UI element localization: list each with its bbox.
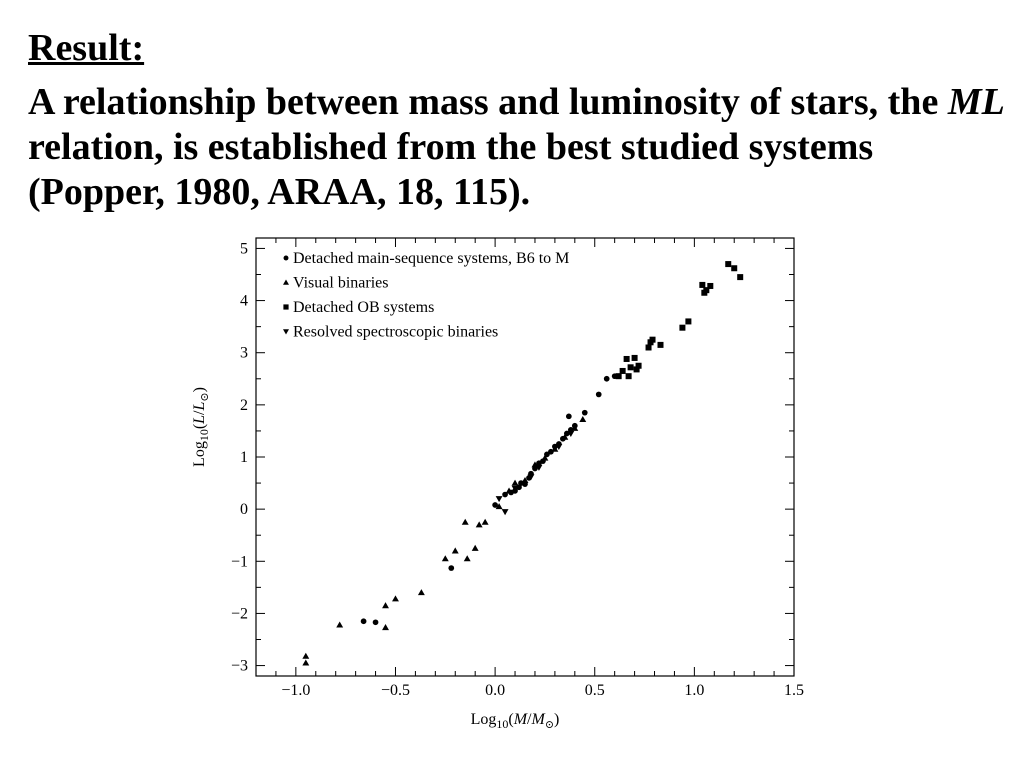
data-point bbox=[737, 274, 744, 281]
data-point bbox=[511, 485, 519, 492]
data-point bbox=[615, 373, 622, 380]
data-point bbox=[679, 324, 686, 331]
series-triangle-up bbox=[302, 416, 587, 666]
data-point bbox=[603, 375, 610, 382]
data-point bbox=[567, 430, 575, 437]
data-point bbox=[595, 391, 602, 398]
data-point bbox=[527, 474, 535, 481]
legend-label: Detached main-sequence systems, B6 to M bbox=[293, 250, 569, 267]
data-point bbox=[382, 624, 389, 631]
data-point bbox=[505, 487, 513, 494]
data-point bbox=[451, 547, 459, 554]
data-point bbox=[360, 618, 367, 625]
data-point bbox=[633, 366, 640, 373]
legend: Detached main-sequence systems, B6 to M V… bbox=[283, 250, 569, 341]
data-point bbox=[579, 416, 587, 423]
data-point bbox=[372, 619, 379, 626]
data-point bbox=[382, 602, 389, 609]
data-point bbox=[461, 518, 469, 525]
data-point bbox=[302, 659, 310, 666]
data-point bbox=[685, 318, 692, 325]
y-tick-label: 0 bbox=[240, 501, 248, 518]
data-point bbox=[492, 502, 498, 508]
y-axis-label: Log10(L/L⊙) bbox=[191, 387, 211, 467]
legend-label: Resolved spectroscopic binaries bbox=[293, 324, 498, 341]
data-point bbox=[635, 362, 642, 369]
data-point bbox=[649, 336, 656, 343]
data-point bbox=[565, 413, 572, 420]
slide-heading: Result: bbox=[28, 27, 145, 69]
data-point bbox=[731, 265, 738, 272]
x-tick-label: 0.5 bbox=[585, 682, 605, 699]
mass-luminosity-chart: −1.0 −0.5 0.0 0.5 1.0 1.5 −3 −2 −1 0 1 2 3 4 5 Detache… bbox=[191, 237, 804, 731]
y-tick-label: 2 bbox=[240, 397, 248, 414]
series-square bbox=[615, 261, 744, 380]
intro-text-before: A relationship between mass and luminosi… bbox=[28, 81, 948, 123]
data-point bbox=[336, 621, 344, 628]
intro-text-italic: ML bbox=[947, 81, 1005, 123]
data-point bbox=[725, 261, 732, 268]
data-point bbox=[623, 355, 630, 362]
data-point bbox=[471, 544, 479, 551]
data-point bbox=[501, 509, 509, 516]
x-axis-label: Log10(M/M⊙) bbox=[471, 711, 560, 731]
legend-marker bbox=[283, 255, 289, 261]
legend-marker bbox=[283, 279, 289, 285]
data-point bbox=[475, 521, 483, 528]
legend-label: Visual binaries bbox=[293, 275, 388, 292]
data-point bbox=[581, 409, 588, 416]
data-point bbox=[631, 354, 638, 361]
legend-marker bbox=[283, 304, 289, 310]
data-point bbox=[707, 282, 714, 289]
data-point bbox=[627, 364, 634, 371]
data-point bbox=[511, 479, 519, 486]
y-tick-label: −1 bbox=[231, 553, 248, 570]
intro-text-after: relation, is established from the best s… bbox=[28, 126, 874, 213]
series-circle bbox=[360, 373, 618, 626]
data-point bbox=[448, 565, 455, 571]
x-tick-label: 1.0 bbox=[684, 682, 704, 699]
data-point bbox=[699, 281, 706, 288]
data-point bbox=[463, 555, 471, 562]
data-point bbox=[561, 433, 569, 440]
legend-label: Detached OB systems bbox=[293, 299, 434, 316]
x-tick-label: 0.0 bbox=[485, 682, 505, 699]
data-point bbox=[535, 464, 543, 471]
data-point bbox=[541, 454, 549, 461]
data-point bbox=[302, 652, 310, 659]
data-point bbox=[625, 373, 632, 380]
data-point bbox=[555, 443, 563, 451]
y-tick-label: −2 bbox=[231, 605, 248, 622]
axis-labels: Log10(M/M⊙) Log10(L/L⊙) bbox=[191, 387, 559, 731]
y-tick-label: 5 bbox=[240, 240, 248, 257]
data-point bbox=[441, 555, 449, 562]
data-point bbox=[645, 344, 652, 351]
data-point bbox=[392, 595, 399, 602]
y-tick-label: 4 bbox=[240, 293, 248, 310]
slide-intro-text: A relationship between mass and luminosi… bbox=[28, 80, 1008, 215]
data-point bbox=[495, 496, 503, 503]
data-point bbox=[551, 445, 559, 452]
y-tick-label: −3 bbox=[231, 658, 248, 675]
legend-marker bbox=[283, 329, 289, 335]
x-tick-label: 1.5 bbox=[784, 682, 804, 699]
data-point bbox=[521, 477, 529, 484]
data-point bbox=[571, 424, 579, 431]
axis-ticks: −1.0 −0.5 0.0 0.5 1.0 1.5 −3 −2 −1 0 1 2 3 4 5 bbox=[231, 238, 804, 699]
data-point bbox=[481, 518, 489, 525]
data-point bbox=[703, 287, 710, 294]
x-tick-label: −1.0 bbox=[281, 682, 310, 699]
y-tick-label: 1 bbox=[240, 449, 248, 466]
y-tick-label: 3 bbox=[240, 345, 248, 362]
data-point bbox=[657, 341, 664, 348]
series-triangle-down bbox=[495, 430, 575, 516]
x-tick-label: −0.5 bbox=[381, 682, 410, 699]
data-point bbox=[417, 589, 425, 596]
data-point bbox=[495, 503, 503, 510]
data-points bbox=[302, 261, 744, 666]
data-point bbox=[619, 367, 626, 374]
